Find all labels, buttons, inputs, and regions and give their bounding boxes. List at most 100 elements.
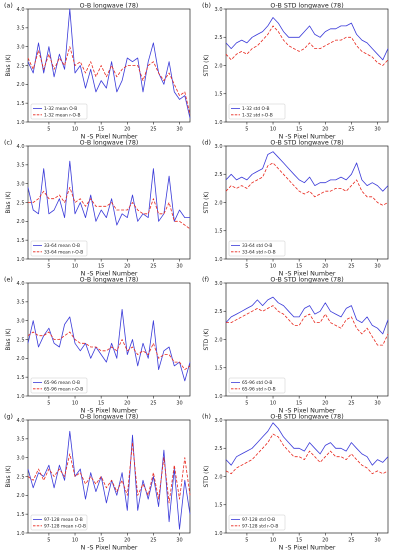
y-tick-label: 3.0 <box>17 44 25 50</box>
chart-panel: (b) O-B STD longwave (78) 5 10 15 20 25 30 1.0 1.… <box>202 3 389 141</box>
y-tick-label: 4.0 <box>17 281 25 287</box>
x-tick-label: 5 <box>245 538 248 544</box>
y-tick-label: 2.0 <box>215 337 223 343</box>
y-tick-label: 2.5 <box>17 200 25 206</box>
y-tick-label: 2.0 <box>215 63 223 69</box>
panel-label: (g) <box>4 414 13 421</box>
legend: 65-96 mean O-B65-96 mean r-O-B <box>30 377 88 394</box>
y-tick-label: 3.0 <box>215 281 223 287</box>
legend-label: 97-128 std r-O-B <box>242 524 278 530</box>
chart-title: O-B longwave (78) <box>80 277 139 284</box>
x-tick-label: 25 <box>150 264 156 270</box>
y-tick-label: 2.0 <box>17 82 25 88</box>
y-axis-label: STD (K) <box>204 329 210 351</box>
x-tick-label: 5 <box>245 401 248 407</box>
y-axis-label: Bias (K) <box>6 191 12 213</box>
legend-label: 97-128 mean r-O-B <box>44 524 86 530</box>
y-tick-label: 1.0 <box>17 120 25 126</box>
y-tick-label: 4.0 <box>17 7 25 13</box>
chart-title: O-B longwave (78) <box>80 414 139 421</box>
panel-label: (b) <box>202 3 211 10</box>
legend-label: 1-32 std O-B <box>242 106 270 112</box>
x-axis-label: N -S Pixel Number <box>279 545 336 550</box>
x-tick-label: 5 <box>245 127 248 133</box>
y-tick-label: 2.0 <box>17 219 25 225</box>
series-line-r-o-b <box>27 442 191 504</box>
legend-label: 1-32 mean O-B <box>44 106 77 112</box>
y-tick-label: 1.0 <box>215 120 223 126</box>
x-axis-label: N -S Pixel Number <box>81 545 138 550</box>
legend-label: 65-96 std O-B <box>242 380 272 386</box>
y-tick-label: 2.5 <box>215 446 223 452</box>
y-tick-label: 2.0 <box>215 474 223 480</box>
x-tick-label: 20 <box>322 264 328 270</box>
x-tick-label: 30 <box>176 401 182 407</box>
x-tick-label: 10 <box>270 127 276 133</box>
x-tick-label: 25 <box>150 127 156 133</box>
series-line-r-o-b <box>226 305 389 346</box>
legend-label: 65-96 mean r-O-B <box>44 387 83 393</box>
y-axis-label: STD (K) <box>204 55 210 77</box>
series-line-r-o-b <box>225 25 389 66</box>
y-tick-label: 4.0 <box>17 418 25 424</box>
legend-box <box>30 514 88 531</box>
y-tick-label: 2.5 <box>215 172 223 178</box>
x-tick-label: 25 <box>348 538 354 544</box>
x-tick-label: 30 <box>176 127 182 133</box>
y-tick-label: 3.0 <box>215 418 223 424</box>
y-tick-label: 2.5 <box>17 474 25 480</box>
x-tick-label: 5 <box>47 401 50 407</box>
y-tick-label: 1.5 <box>215 366 223 372</box>
x-tick-label: 5 <box>47 538 50 544</box>
series-line-r-o-b <box>225 433 389 475</box>
x-tick-label: 30 <box>374 538 380 544</box>
series-line-o-b <box>225 422 389 466</box>
x-tick-label: 15 <box>98 264 104 270</box>
panel-label: (e) <box>4 277 13 284</box>
series-line-o-b <box>225 151 389 192</box>
y-tick-label: 1.0 <box>215 394 223 400</box>
series-line-r-o-b <box>225 162 389 206</box>
y-tick-label: 3.5 <box>17 26 25 32</box>
panel-label: (a) <box>4 3 13 10</box>
x-tick-label: 30 <box>176 538 182 544</box>
legend: 97-128 mean O-B97-128 mean r-O-B <box>30 514 88 531</box>
y-tick-label: 3.5 <box>17 163 25 169</box>
x-tick-label: 10 <box>72 538 78 544</box>
legend-box <box>228 103 286 120</box>
legend-label: 33-64 mean O-B <box>44 243 80 249</box>
chart-panel: (h) O-B STD longwave (78) 5 10 15 20 25 30 1.0 1.… <box>202 414 389 550</box>
x-tick-label: 15 <box>98 401 104 407</box>
x-tick-label: 10 <box>270 264 276 270</box>
x-tick-label: 15 <box>296 401 302 407</box>
y-axis-label: Bias (K) <box>6 328 12 350</box>
chart-panel: (a) O-B longwave (78) 5 10 15 20 25 30 1.0 1.5 2.0… <box>4 3 191 141</box>
chart-title: O-B STD longwave (78) <box>270 140 343 147</box>
chart-panel: (d) O-B STD longwave (78) 5 10 15 20 25 30 1.0 1.… <box>202 140 389 278</box>
y-tick-label: 2.0 <box>17 493 25 499</box>
panel-label: (d) <box>202 140 211 147</box>
x-tick-label: 30 <box>176 264 182 270</box>
chart-panel: (c) O-B longwave (78) 5 10 15 20 25 30 1.0 1.5 2.0… <box>4 140 191 278</box>
y-tick-label: 2.5 <box>17 337 25 343</box>
y-tick-label: 1.0 <box>215 531 223 537</box>
legend-box <box>30 240 88 257</box>
x-tick-label: 25 <box>348 401 354 407</box>
x-tick-label: 25 <box>150 538 156 544</box>
chart-title: O-B STD longwave (78) <box>270 414 343 421</box>
x-axis-label: N -S Pixel Number <box>81 408 138 415</box>
y-axis-label: Bias (K) <box>6 54 12 76</box>
legend-label: 65-96 std r-O-B <box>242 387 276 393</box>
y-tick-label: 2.0 <box>215 200 223 206</box>
legend-label: 33-64 std r-O-B <box>242 250 276 256</box>
series-line-o-b <box>27 308 191 382</box>
series-line-o-b <box>27 8 191 119</box>
y-tick-label: 2.0 <box>17 356 25 362</box>
x-tick-label: 10 <box>72 127 78 133</box>
x-tick-label: 10 <box>72 401 78 407</box>
legend-label: 97-128 std O-B <box>242 517 275 523</box>
series-line-r-o-b <box>28 186 191 230</box>
series-line-o-b <box>27 160 190 226</box>
legend-box <box>228 514 286 531</box>
y-tick-label: 3.0 <box>17 181 25 187</box>
